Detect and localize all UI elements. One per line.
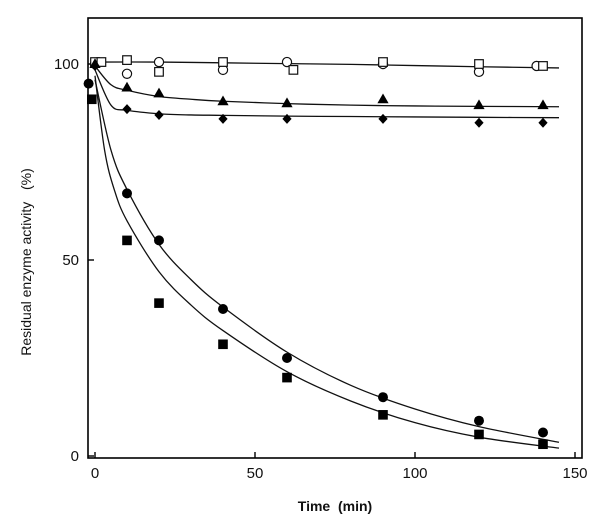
filled-triangle-point [121,81,133,92]
filled-diamond-point [474,117,484,128]
open-square-point [378,57,388,67]
filled-diamond-point [282,113,292,124]
x-tick-label: 50 [247,465,264,482]
y-axis-title: Residual enzyme activity (%) [18,168,34,356]
filled-square-point [218,339,228,350]
open-circle-point [281,56,293,68]
open-circle-point [121,68,133,80]
filled-diamond-point [154,109,164,120]
filled-square-point [474,429,484,440]
filled-triangle-fit-curve [94,65,560,108]
filled-triangle-point [537,99,549,110]
filled-circle-point [83,78,94,89]
y-tick-label: 100 [54,56,79,73]
filled-triangle-point [153,87,165,98]
filled-circle-point [218,304,228,314]
filled-circle-fit-curve [94,79,560,443]
open-square-point [122,55,132,65]
filled-square-point [122,235,132,246]
x-tick-label: 0 [91,465,99,482]
filled-circle-point [282,353,292,363]
filled-circle-point [538,427,548,438]
filled-diamond-point [538,117,548,128]
y-tick-label: 50 [62,252,79,269]
filled-circle-point [378,392,388,403]
open-circle-point [153,56,165,68]
open-square-point [218,57,228,67]
data-markers [83,55,549,450]
filled-triangle-point [377,93,389,104]
filled-circle-point [122,188,132,199]
open-square-point [474,59,484,69]
x-axis-title: Time (min) [298,498,372,514]
fit-curves [94,61,560,449]
open-square-point [154,66,164,77]
x-tick-label: 150 [562,465,587,482]
open-circle-fit-curve [94,61,560,69]
plot-area-frame [87,17,583,459]
x-tick-label: 100 [402,465,427,482]
filled-circle-point [474,415,484,426]
filled-circle-point [154,235,164,246]
axis-ticks: 0 50 100 150 0 50 100 [54,56,588,482]
filled-diamond-point [218,113,228,124]
filled-square-point [282,372,292,383]
open-square-point [288,64,299,75]
filled-square-point [87,94,97,105]
open-square-point [538,61,548,71]
filled-diamond-point [378,113,388,124]
filled-triangle-point [217,95,229,106]
filled-diamond-point [90,60,100,71]
filled-triangle-point [281,97,293,108]
filled-square-fit-curve [94,75,560,449]
y-tick-label: 0 [71,448,79,465]
filled-diamond-fit-curve [94,69,560,119]
filled-triangle-point [473,99,485,110]
filled-square-point [378,410,388,420]
filled-square-point [538,439,548,450]
filled-diamond-point [122,104,132,115]
filled-square-point [154,298,164,308]
